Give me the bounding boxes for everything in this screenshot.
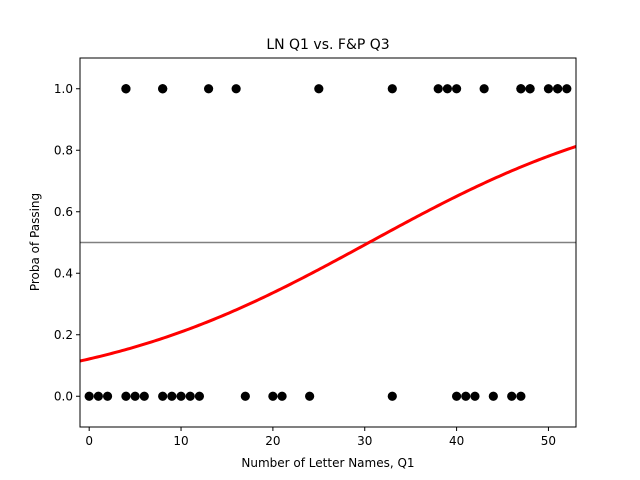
data-point bbox=[433, 84, 443, 94]
data-point bbox=[387, 84, 397, 94]
data-point bbox=[231, 84, 241, 94]
data-point bbox=[562, 84, 572, 94]
data-point bbox=[102, 391, 113, 401]
data-point bbox=[176, 391, 186, 401]
data-point bbox=[479, 84, 489, 94]
y-tick-label: 0.6 bbox=[54, 205, 73, 219]
data-point bbox=[314, 84, 324, 94]
x-tick-label: 50 bbox=[541, 434, 556, 448]
data-point bbox=[84, 391, 94, 401]
data-point bbox=[93, 391, 103, 401]
data-point bbox=[525, 84, 535, 94]
data-point bbox=[185, 391, 195, 401]
data-point bbox=[240, 391, 250, 401]
logistic-curve bbox=[80, 145, 576, 363]
data-point bbox=[507, 391, 517, 401]
data-point bbox=[387, 391, 397, 401]
plot-area bbox=[79, 57, 577, 428]
data-point bbox=[121, 391, 131, 401]
data-point bbox=[158, 391, 168, 401]
data-point bbox=[167, 391, 177, 401]
x-tick-label: 30 bbox=[357, 434, 372, 448]
y-tick-label: 0.0 bbox=[54, 389, 73, 403]
x-axis-label: Number of Letter Names, Q1 bbox=[241, 456, 414, 470]
y-tick-label: 1.0 bbox=[54, 82, 73, 96]
data-point bbox=[543, 84, 554, 94]
data-point bbox=[461, 391, 471, 401]
y-tick-label: 0.8 bbox=[54, 143, 73, 157]
x-axis: 0 10 20 30 40 50 bbox=[85, 427, 556, 448]
data-point bbox=[553, 84, 563, 94]
data-point bbox=[194, 391, 205, 401]
x-tick-label: 20 bbox=[265, 434, 280, 448]
data-point bbox=[442, 84, 453, 94]
data-point bbox=[277, 391, 287, 401]
data-point bbox=[516, 391, 526, 401]
data-point bbox=[451, 391, 462, 401]
data-point bbox=[158, 84, 168, 94]
x-tick-label: 0 bbox=[85, 434, 93, 448]
data-point bbox=[139, 391, 149, 401]
y-tick-label: 0.4 bbox=[54, 266, 73, 280]
scatter-points bbox=[84, 84, 572, 401]
plot-frame bbox=[79, 57, 577, 428]
data-point bbox=[130, 391, 140, 401]
x-tick-label: 10 bbox=[173, 434, 188, 448]
data-point bbox=[121, 84, 131, 94]
data-point bbox=[305, 391, 315, 401]
chart-title: LN Q1 vs. F&P Q3 bbox=[266, 37, 389, 53]
x-tick-label: 40 bbox=[449, 434, 464, 448]
data-point bbox=[268, 391, 278, 401]
y-axis-label: Proba of Passing bbox=[28, 193, 42, 291]
data-point bbox=[516, 84, 526, 94]
data-point bbox=[451, 84, 462, 94]
data-point bbox=[470, 391, 480, 401]
data-point bbox=[203, 84, 214, 94]
data-point bbox=[488, 391, 498, 401]
y-axis: 0.0 0.2 0.4 0.6 0.8 1.0 bbox=[54, 82, 80, 403]
y-tick-label: 0.2 bbox=[54, 328, 73, 342]
